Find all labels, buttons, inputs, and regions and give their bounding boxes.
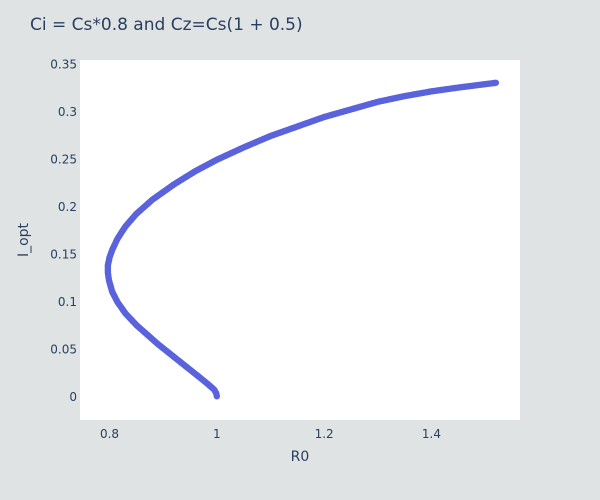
data-point (492, 79, 500, 86)
series-markers (104, 79, 500, 400)
y-tick-label: 0.3 (58, 105, 77, 119)
chart-title: Ci = Cs*0.8 and Cz=Cs(1 + 0.5) (30, 15, 303, 35)
y-tick-label: 0.35 (50, 58, 77, 72)
y-axis-title: I_opt (16, 222, 32, 257)
x-tick-label: 1.2 (315, 427, 334, 441)
y-tick-label: 0.1 (58, 295, 77, 309)
y-tick-label: 0.05 (50, 343, 77, 357)
x-tick-label: 1.4 (422, 427, 441, 441)
x-tick-label: 1 (213, 427, 221, 441)
y-tick-label: 0 (69, 390, 77, 404)
y-tick-label: 0.15 (50, 248, 77, 262)
x-axis-title: R0 (291, 449, 310, 465)
plot-area (80, 60, 520, 420)
y-tick-label: 0.2 (58, 200, 77, 214)
x-axis-ticks: 0.8 1 1.2 1.4 (100, 427, 441, 441)
y-tick-label: 0.25 (50, 153, 77, 167)
x-tick-label: 0.8 (100, 427, 119, 441)
y-axis-ticks: 0 0.05 0.1 0.15 0.2 0.25 0.3 0.35 (50, 58, 77, 404)
